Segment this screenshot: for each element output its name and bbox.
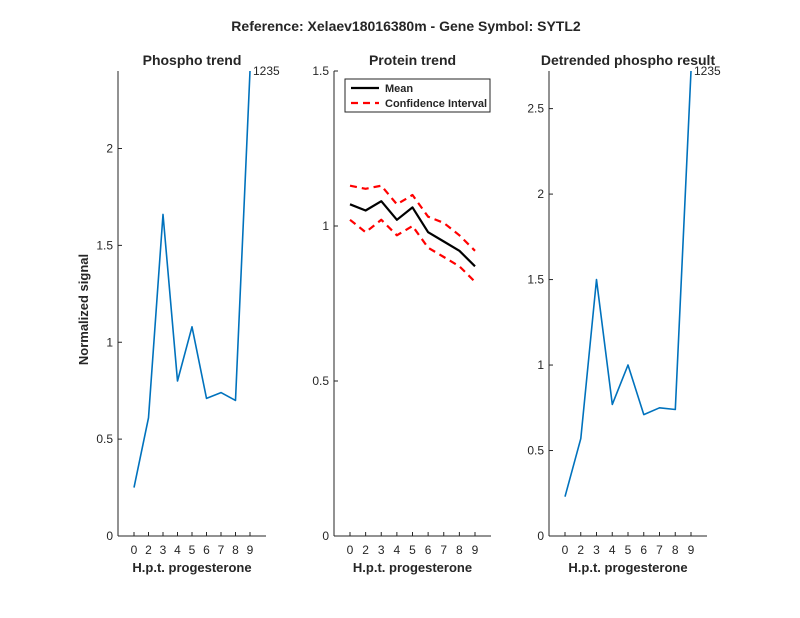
y-tick-label: 1.5 <box>312 64 329 78</box>
x-tick-label: 6 <box>640 543 647 557</box>
legend-box <box>344 78 491 113</box>
x-tick-label: 8 <box>456 543 463 557</box>
phospho-line <box>564 70 692 497</box>
y-tick-label: 1 <box>537 358 544 372</box>
y-tick-label: 2.5 <box>527 102 544 116</box>
confidence-interval-line <box>349 184 476 252</box>
figure-title: Reference: Xelaev18016380m - Gene Symbol… <box>231 18 581 34</box>
legend: Mean Confidence Interval <box>344 78 491 113</box>
y-tick-label: 2 <box>106 142 113 156</box>
panel-title: Phospho trend <box>143 52 242 68</box>
x-tick-label: 9 <box>247 543 254 557</box>
y-tick-label: 1.5 <box>527 273 544 287</box>
y-tick-label: 0.5 <box>312 374 329 388</box>
x-tick-label: 4 <box>609 543 616 557</box>
legend-label: Confidence Interval <box>385 98 487 110</box>
x-tick-label: 8 <box>672 543 679 557</box>
x-tick-label: 4 <box>394 543 401 557</box>
y-tick-label: 0 <box>537 529 544 543</box>
y-tick-label: 0.5 <box>527 444 544 458</box>
y-tick-label: 0 <box>322 529 329 543</box>
y-tick-label: 0.5 <box>96 432 113 446</box>
x-tick-label: 0 <box>131 543 138 557</box>
y-tick-label: 1 <box>322 219 329 233</box>
x-tick-label: 8 <box>232 543 239 557</box>
x-tick-label: 2 <box>577 543 584 557</box>
x-tick-label: 7 <box>440 543 447 557</box>
y-axis-label: Normalized signal <box>76 254 91 365</box>
x-tick-label: 5 <box>189 543 196 557</box>
y-tick-label: 0 <box>106 529 113 543</box>
x-tick-label: 7 <box>218 543 225 557</box>
x-tick-label: 3 <box>378 543 385 557</box>
panel-title: Protein trend <box>369 52 456 68</box>
x-axis-label: H.p.t. progesterone <box>353 560 472 575</box>
x-tick-label: 6 <box>425 543 432 557</box>
point-annotation: 1235 <box>694 64 721 78</box>
x-tick-label: 0 <box>562 543 569 557</box>
x-tick-label: 9 <box>472 543 479 557</box>
x-tick-label: 2 <box>362 543 369 557</box>
x-tick-label: 0 <box>347 543 354 557</box>
x-tick-label: 3 <box>160 543 167 557</box>
x-tick-label: 5 <box>625 543 632 557</box>
x-axis-label: H.p.t. progesterone <box>568 560 687 575</box>
confidence-interval-line <box>349 218 476 283</box>
x-tick-label: 5 <box>409 543 416 557</box>
panel-title: Detrended phospho result <box>541 52 716 68</box>
y-tick-label: 2 <box>537 187 544 201</box>
phospho-line <box>133 70 251 488</box>
x-tick-label: 7 <box>656 543 663 557</box>
y-tick-label: 1 <box>106 335 113 349</box>
x-tick-label: 3 <box>593 543 600 557</box>
y-tick-label: 1.5 <box>96 238 113 252</box>
mean-line <box>349 200 476 268</box>
x-tick-label: 9 <box>688 543 695 557</box>
x-tick-label: 4 <box>174 543 181 557</box>
point-annotation: 1235 <box>253 64 280 78</box>
legend-label: Mean <box>385 83 413 95</box>
x-tick-label: 2 <box>145 543 152 557</box>
x-tick-label: 6 <box>203 543 210 557</box>
x-axis-label: H.p.t. progesterone <box>132 560 251 575</box>
